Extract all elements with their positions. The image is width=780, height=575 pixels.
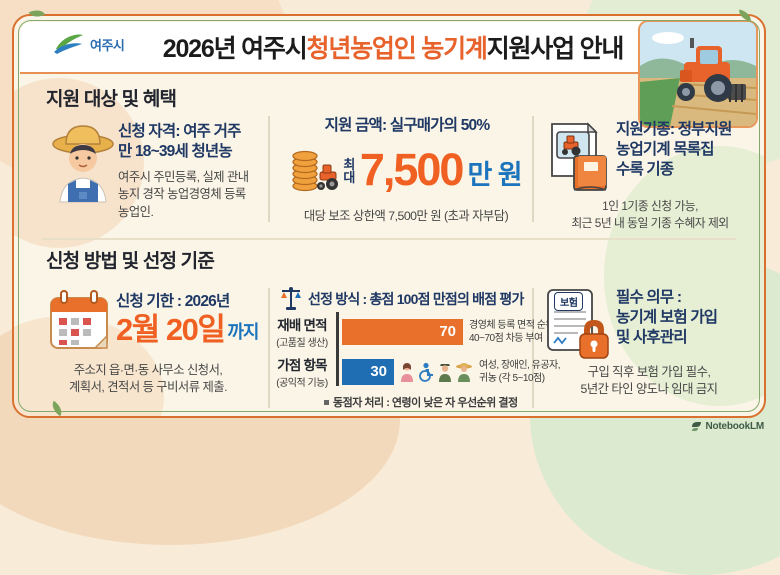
eligibility-block: 신청 자격: 여주 거주 만 18~39세 청년농 여주시 주민등록, 실제 관… — [118, 122, 249, 221]
infographic-card: 여주시 2026년 여주시 청년농업인 농기계 지원사업 안내 — [12, 14, 766, 418]
chart-row-cultivation: 재배 면적 (고품질 생산) 70 경영체 등록 면적 순위 40~70점 차등… — [268, 314, 554, 349]
chart-row-bonus: 가점 항목 (공익적 기능) 30 여성, 장애인, 유공자, 귀농 (각 5~… — [268, 354, 560, 389]
section-divider — [42, 238, 736, 240]
returning-farmer-icon — [456, 362, 472, 382]
amount-row: 최 대 7,500 만 원 — [282, 138, 532, 192]
watermark-text: NotebookLM — [705, 421, 764, 432]
section1-heading: 지원 대상 및 혜택 — [46, 89, 177, 110]
tiebreak-footnote: 동점자 처리 : 연령이 낮은 자 우선순위 결정 — [324, 394, 518, 410]
deadline-caption: 주소지 읍·면·동 사무소 신청서, 계획서, 견적서 등 구비서류 제출. — [68, 363, 228, 395]
deadline-suffix: 까지 — [227, 322, 259, 343]
amount-max-label: 최 대 — [343, 156, 355, 185]
woman-icon — [401, 362, 413, 382]
selection-title: 선정 방식 : 총점 100점 만점의 배점 평가 — [308, 291, 524, 307]
logo-swoosh-icon — [54, 34, 83, 54]
coins-tractor-icon — [292, 150, 339, 192]
header-band: 여주시 2026년 여주시 청년농업인 농기계 지원사업 안내 — [20, 22, 758, 74]
title-prefix: 2026년 여주시 — [162, 35, 308, 63]
beneficiary-icons — [399, 362, 473, 382]
deadline-date: 2월 20일 — [116, 311, 226, 347]
selection-title-row: 선정 방식 : 총점 100점 만점의 배점 평가 — [280, 286, 524, 312]
eligibility-body: 여주시 주민등록, 실제 관내 농지 경작 농업경영체 등록 농업인. — [118, 169, 249, 219]
eligibility-title: 신청 자격: 여주 거주 만 18~39세 청년농 — [118, 123, 241, 160]
title-suffix: 지원사업 안내 — [486, 35, 625, 63]
yeoju-city-logo: 여주시 — [52, 31, 125, 57]
chart-row-label: 가점 항목 (공익적 기능) — [276, 358, 328, 389]
title-highlight: 청년농업인 농기계 — [306, 35, 488, 63]
mini-tractor-icon — [317, 164, 339, 190]
models-caption: 1인 1기종 신청 가능, 최근 5년 내 동일 기종 수혜자 제외 — [571, 199, 729, 230]
wheelchair-icon — [419, 362, 433, 382]
logo-text: 여주시 — [90, 37, 125, 53]
mini-tractor-icon — [562, 135, 581, 156]
scales-icon — [281, 287, 301, 310]
lock-icon — [579, 320, 609, 359]
section2-heading: 신청 방법 및 선정 기준 — [46, 251, 215, 272]
models-title: 지원기종: 정부지원 농업기계 목록집 수록 기종 — [616, 121, 732, 178]
amount-caption: 대당 보조 상한액 7,500만 원 (초과 자부담) — [303, 209, 509, 223]
obligation-caption: 구입 직후 보험 가입 필수, 5년간 타인 양도나 임대 금지 — [580, 365, 718, 397]
tractor-icon — [677, 38, 746, 102]
obligation-title: 필수 의무 : 농기계 보험 가입 및 사후관리 — [616, 289, 718, 346]
notebooklm-logo-icon — [692, 422, 702, 431]
deadline-title: 신청 기한 : 2026년 — [116, 293, 230, 310]
calendar-icon — [48, 288, 110, 359]
chart-bar-orange: 70 — [342, 318, 463, 345]
square-bullet-icon — [324, 399, 329, 405]
insurance-badge: 보험 — [554, 292, 584, 311]
page-title: 2026년 여주시 청년농업인 농기계 지원사업 안내 — [160, 22, 626, 72]
deadline-block: 신청 기한 : 2026년 2월 20일 까지 — [116, 292, 260, 347]
farmer-avatar-icon — [46, 118, 120, 209]
orange-book-icon — [573, 155, 607, 191]
column-divider — [532, 116, 534, 222]
chart-note: 경영체 등록 면적 순위 40~70점 차등 부여 — [469, 319, 555, 344]
tractor-field-icon — [640, 22, 756, 126]
chart-bar-blue: 30 — [342, 358, 394, 385]
watermark: NotebookLM — [691, 421, 764, 432]
amount-title: 지원 금액: 실구매가의 50% — [324, 117, 490, 134]
chart-note: 여성, 장애인, 유공자, 귀농 (각 5~10점) — [479, 359, 561, 384]
chart-axis — [336, 312, 339, 386]
amount-number: 7,500 — [359, 144, 465, 195]
tractor-scene-illustration — [638, 20, 758, 128]
catalog-book-icon — [548, 120, 612, 199]
column-divider — [268, 288, 270, 408]
amount-unit: 만 원 — [467, 160, 522, 190]
chart-row-label: 재배 면적 (고품질 생산) — [276, 318, 328, 349]
column-divider — [268, 116, 270, 222]
veteran-icon — [439, 363, 451, 382]
column-divider — [532, 288, 534, 408]
